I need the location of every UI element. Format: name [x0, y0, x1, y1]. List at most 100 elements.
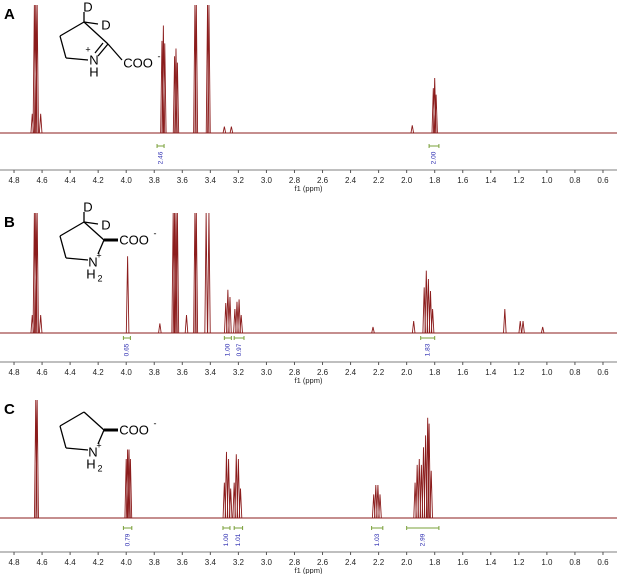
- x-tick-label: 1.4: [485, 368, 497, 377]
- peak: [503, 308, 507, 334]
- x-tick-label: 4.8: [8, 558, 20, 567]
- x-tick-label: 4.8: [8, 368, 20, 377]
- peak: [228, 296, 232, 334]
- atom: H: [86, 456, 95, 471]
- integral-label: 0.65: [124, 343, 131, 356]
- x-tick-label: 3.0: [261, 176, 273, 185]
- x-tick-label: 3.2: [233, 368, 245, 377]
- peak: [194, 4, 199, 134]
- peak: [35, 4, 39, 134]
- x-tick-label: 1.8: [429, 176, 441, 185]
- atom: H: [86, 266, 95, 281]
- x-tick-label: 2.0: [401, 176, 413, 185]
- peak: [222, 126, 227, 134]
- peak: [194, 212, 199, 334]
- x-tick-label: 1.2: [513, 558, 525, 567]
- x-tick-label: 1.8: [429, 368, 441, 377]
- peak: [518, 320, 522, 334]
- atom: N: [88, 254, 97, 269]
- x-axis-label: f1 (ppm): [295, 566, 323, 574]
- peak: [38, 314, 43, 334]
- integral-label: 1.03: [374, 533, 381, 546]
- x-tick-label: 4.6: [37, 176, 49, 185]
- peak: [378, 494, 382, 519]
- x-tick-label: 4.4: [65, 176, 77, 185]
- x-tick-label: 2.6: [317, 368, 329, 377]
- peak: [410, 125, 415, 134]
- integral-label: 1.00: [225, 343, 232, 356]
- peak: [228, 488, 233, 519]
- x-tick-label: 0.6: [597, 558, 609, 567]
- x-tick-label: 0.8: [569, 176, 581, 185]
- x-tick-label: 2.2: [373, 368, 385, 377]
- integral-bracket: [371, 526, 384, 530]
- peak: [175, 212, 180, 334]
- group: COO: [119, 422, 149, 437]
- x-tick-label: 3.2: [233, 558, 245, 567]
- charge: +: [96, 440, 101, 450]
- x-tick-label: 3.8: [149, 368, 161, 377]
- peak: [229, 126, 234, 134]
- peak: [376, 484, 380, 519]
- x-tick-label: 0.6: [597, 176, 609, 185]
- atom: D: [101, 217, 110, 232]
- integral-bracket: [222, 526, 231, 530]
- atom: D: [101, 17, 110, 32]
- structure-a: D D + N H COO -: [59, 0, 161, 79]
- x-tick-label: 2.0: [401, 368, 413, 377]
- atom: D: [83, 0, 92, 14]
- peak: [411, 320, 416, 334]
- x-tick-label: 2.8: [289, 368, 301, 377]
- x-tick-label: 2.4: [345, 368, 357, 377]
- x-tick-label: 4.2: [93, 368, 105, 377]
- x-tick-label: 4.6: [37, 368, 49, 377]
- peak: [175, 62, 180, 134]
- peak: [158, 323, 162, 334]
- peak: [521, 320, 525, 334]
- integral-bracket: [223, 336, 232, 340]
- x-tick-label: 4.4: [65, 558, 77, 567]
- peak: [434, 94, 438, 134]
- x-tick-label: 0.8: [569, 558, 581, 567]
- x-tick-label: 4.6: [37, 558, 49, 567]
- x-tick-label: 2.6: [317, 176, 329, 185]
- x-tick-label: 1.8: [429, 558, 441, 567]
- atom: N: [89, 52, 98, 67]
- x-tick-label: 2.8: [289, 176, 301, 185]
- x-tick-label: 1.6: [457, 558, 469, 567]
- peak: [239, 314, 243, 334]
- subscript: 2: [97, 463, 102, 473]
- x-tick-label: 3.4: [205, 368, 217, 377]
- x-tick-label: 3.8: [149, 558, 161, 567]
- peak: [427, 423, 431, 519]
- peak: [540, 326, 545, 334]
- panel-label: A: [4, 6, 15, 23]
- panel-label: C: [4, 401, 15, 418]
- peak: [207, 4, 211, 134]
- group: COO: [123, 55, 153, 70]
- x-tick-label: 1.0: [541, 558, 553, 567]
- x-tick-label: 3.8: [149, 176, 161, 185]
- peak: [35, 399, 39, 519]
- integral-bracket: [122, 526, 133, 530]
- integral-label: 2.00: [431, 151, 438, 164]
- x-tick-label: 4.0: [121, 368, 133, 377]
- x-axis-label: f1 (ppm): [295, 376, 323, 385]
- x-tick-label: 1.6: [457, 176, 469, 185]
- integral-bracket: [156, 144, 165, 148]
- peak: [38, 113, 43, 134]
- x-tick-label: 3.0: [261, 558, 273, 567]
- x-tick-label: 3.0: [261, 368, 273, 377]
- peak: [125, 256, 130, 334]
- x-tick-label: 4.2: [93, 176, 105, 185]
- peak: [184, 314, 189, 334]
- integral-label: 0.79: [124, 533, 131, 546]
- integral-bracket: [233, 336, 245, 340]
- x-tick-label: 2.8: [289, 558, 301, 567]
- x-tick-label: 2.0: [401, 558, 413, 567]
- peak: [236, 458, 241, 519]
- x-tick-label: 3.4: [205, 558, 217, 567]
- peak: [371, 326, 375, 334]
- peak: [226, 458, 231, 519]
